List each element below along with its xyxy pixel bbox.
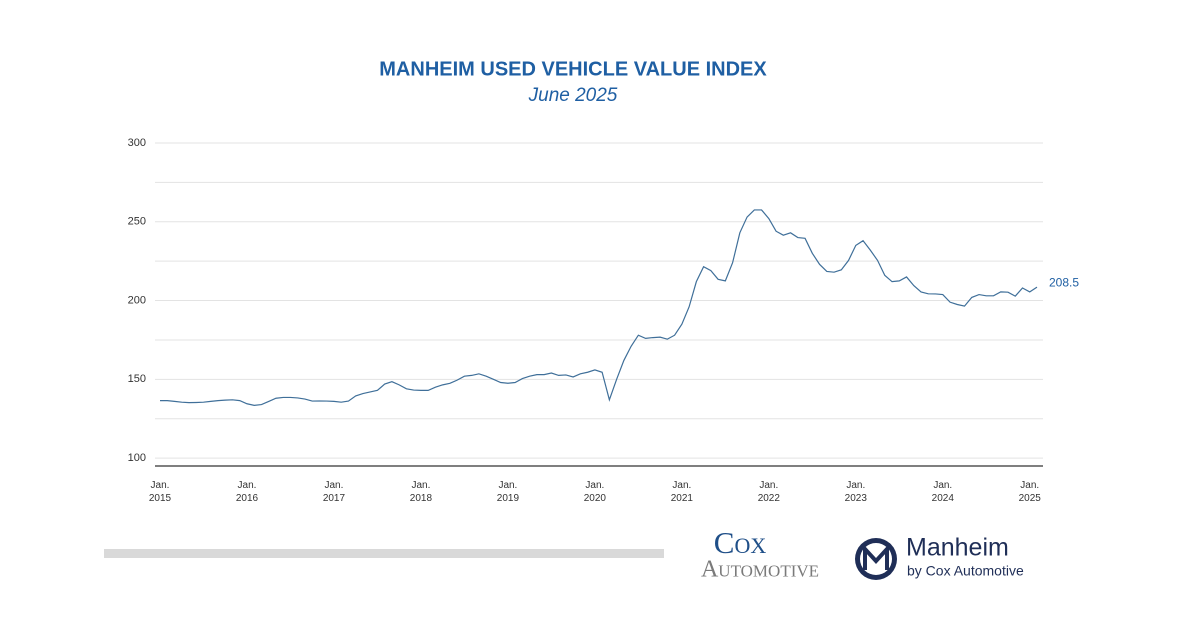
x-tick-label: Jan. 2017 [322, 480, 346, 504]
cox-logo-top: Cox [714, 525, 767, 560]
y-tick-label: 300 [128, 137, 146, 149]
x-tick-label: Jan. 2023 [844, 480, 867, 504]
x-tick-label: Jan. 2020 [583, 480, 606, 504]
x-tick-label: Jan. 2016 [235, 480, 259, 504]
x-tick-label: Jan. 2018 [409, 480, 433, 504]
end-value-label: 208.5 [1049, 275, 1079, 289]
cox-logo-bottom: Automotive [701, 557, 819, 583]
manheim-sub: by Cox Automotive [907, 563, 1024, 579]
x-tick-label: Jan. 2019 [496, 480, 520, 504]
y-tick-label: 150 [128, 373, 146, 385]
x-tick-label: Jan. 2025 [1018, 480, 1041, 504]
chart-title: MANHEIM USED VEHICLE VALUE INDEX [379, 58, 767, 80]
manheim-icon [855, 538, 897, 580]
x-tick-label: Jan. 2015 [148, 480, 172, 504]
divider-bar [104, 549, 664, 558]
x-tick-label: Jan. 2021 [670, 480, 693, 504]
y-tick-label: 200 [128, 294, 146, 306]
chart-subtitle: June 2025 [528, 85, 618, 106]
line [160, 209, 1038, 406]
x-tick-label: Jan. 2024 [931, 480, 954, 504]
y-tick-label: 100 [128, 452, 146, 464]
manheim-logo: Manheim [906, 534, 1009, 562]
x-tick-label: Jan. 2022 [757, 480, 780, 504]
y-tick-label: 250 [128, 216, 146, 228]
